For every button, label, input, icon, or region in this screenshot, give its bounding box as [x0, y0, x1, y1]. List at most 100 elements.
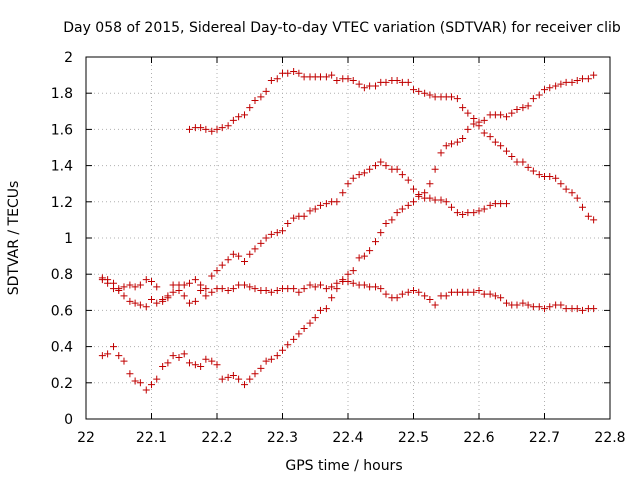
tick-layer: 22 22.1 22.2 22.3 22.4 22.5 22.6 22.7 22.8 0 0.2 0.…	[51, 50, 626, 446]
data-point	[104, 350, 112, 358]
data-point	[316, 73, 324, 81]
data-point	[349, 267, 357, 275]
data-point	[110, 285, 118, 293]
data-point	[267, 77, 275, 85]
y-tick-label: 1.6	[51, 122, 73, 138]
data-point	[552, 82, 560, 90]
data-point	[366, 82, 374, 90]
data-point	[175, 286, 183, 294]
data-point	[431, 165, 439, 173]
data-point	[241, 111, 249, 119]
data-point	[486, 290, 494, 298]
data-point	[344, 75, 352, 83]
data-point	[503, 200, 511, 208]
data-point	[421, 89, 429, 97]
data-point	[426, 180, 434, 188]
data-point	[442, 198, 450, 206]
data-point	[404, 176, 412, 184]
data-point	[191, 361, 199, 369]
data-point	[213, 125, 221, 133]
data-point	[246, 104, 254, 112]
data-point	[568, 189, 576, 197]
data-point	[148, 381, 155, 389]
data-point	[241, 258, 249, 266]
data-point	[464, 125, 472, 133]
data-point	[300, 325, 308, 332]
data-point	[328, 283, 336, 291]
data-point	[273, 352, 281, 360]
y-tick-label: 1.8	[51, 86, 73, 102]
data-point	[393, 294, 401, 302]
data-point	[459, 134, 467, 142]
data-point	[372, 238, 380, 246]
data-point	[126, 281, 134, 289]
data-point	[377, 229, 385, 237]
data-point	[513, 105, 521, 113]
data-point	[529, 303, 537, 311]
data-point	[519, 158, 527, 166]
data-point	[290, 285, 298, 293]
data-point	[398, 205, 406, 213]
y-tick-label: 0.2	[51, 376, 73, 392]
data-point	[185, 299, 193, 307]
data-point	[388, 216, 396, 224]
data-point	[267, 288, 275, 296]
data-point	[475, 286, 483, 294]
data-point	[513, 301, 521, 309]
data-point	[426, 91, 434, 99]
data-point	[524, 301, 532, 309]
data-point	[235, 281, 243, 289]
data-point	[529, 95, 537, 103]
data-point	[497, 142, 505, 150]
x-tick-label: 22	[77, 430, 95, 446]
data-point	[153, 375, 161, 383]
data-point	[584, 212, 592, 220]
data-point	[175, 353, 183, 361]
data-point	[229, 116, 237, 124]
data-point	[578, 306, 586, 314]
data-point	[224, 373, 232, 381]
data-point	[185, 279, 193, 287]
data-point	[229, 250, 237, 258]
data-point	[426, 194, 434, 202]
data-point	[360, 281, 368, 289]
data-point	[235, 375, 243, 383]
data-point	[480, 205, 488, 213]
data-point	[208, 272, 216, 280]
data-point	[164, 359, 172, 367]
data-point	[169, 288, 177, 296]
data-point	[366, 283, 374, 291]
y-tick-label: 2	[64, 50, 73, 66]
data-point	[590, 71, 598, 79]
data-point	[311, 205, 319, 213]
data-point	[284, 341, 292, 349]
data-point	[497, 200, 505, 208]
data-point	[382, 220, 390, 228]
data-point	[491, 138, 499, 146]
data-point	[267, 355, 275, 363]
x-axis-label: GPS time / hours	[285, 458, 402, 474]
data-point	[131, 299, 139, 307]
data-point	[328, 71, 336, 79]
data-point	[224, 256, 232, 264]
data-point	[562, 78, 570, 86]
data-point	[120, 283, 128, 291]
data-point	[251, 245, 259, 253]
data-point	[360, 84, 368, 92]
marks-layer	[98, 67, 598, 394]
x-tick-label: 22.2	[201, 430, 232, 446]
data-point	[300, 212, 308, 220]
data-point	[529, 167, 537, 175]
data-point	[98, 276, 106, 284]
data-point	[339, 189, 347, 197]
data-point	[251, 285, 259, 293]
data-point	[372, 283, 380, 291]
data-point	[398, 78, 406, 86]
series-4	[185, 67, 598, 135]
data-point	[241, 281, 249, 289]
data-point	[546, 303, 554, 311]
data-point	[480, 129, 488, 137]
data-point	[169, 281, 177, 289]
data-point	[262, 87, 270, 95]
